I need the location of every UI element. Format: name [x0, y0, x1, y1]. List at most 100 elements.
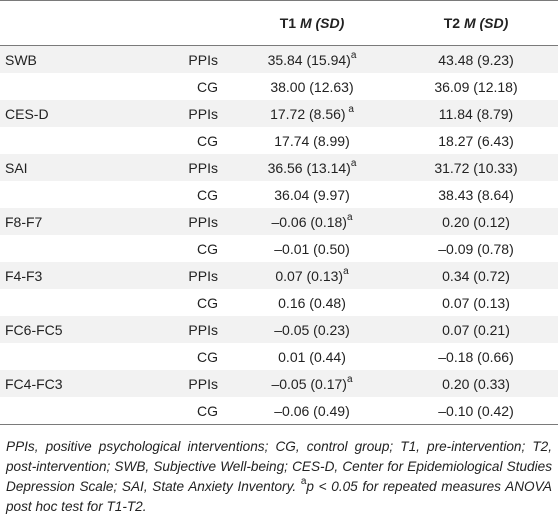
t2-value: 0.34 (0.72): [442, 267, 510, 284]
header-t1: T1 M (SD): [230, 0, 394, 46]
header-t1-prefix: T1: [279, 15, 297, 31]
t1-cell: –0.05 (0.17)a: [230, 370, 394, 397]
t1-cell: 17.72 (8.56) a: [230, 100, 394, 127]
t1-significance-marker: a: [346, 211, 353, 223]
t1-value: –0.06 (0.49): [274, 402, 350, 419]
group-cell: CG: [140, 73, 230, 100]
footnote-text: PPIs, positive psychological interventio…: [6, 439, 552, 494]
header-t2-stat: M (SD): [463, 15, 509, 31]
table-row: CG –0.01 (0.50) –0.09 (0.78): [0, 235, 558, 262]
t2-value: 0.20 (0.33): [442, 375, 510, 392]
header-t2-prefix: T2: [443, 15, 461, 31]
table-row: CG 17.74 (8.99) 18.27 (6.43): [0, 127, 558, 154]
t1-significance-marker: a: [343, 265, 349, 277]
table-row: FC6-FC5 PPIs –0.05 (0.23) 0.07 (0.21): [0, 316, 558, 343]
t2-value: –0.18 (0.66): [438, 348, 514, 365]
t1-cell: –0.05 (0.23): [230, 316, 394, 343]
t2-cell: –0.10 (0.42): [394, 397, 558, 425]
footnote-significance: p < 0.05 for repeated measures ANOVA pos…: [6, 479, 552, 514]
t1-value: 36.04 (9.97): [274, 186, 350, 203]
header-t1-stat: M (SD): [299, 15, 345, 31]
t2-cell: 31.72 (10.33): [394, 154, 558, 181]
t1-cell: 35.84 (15.94)a: [230, 45, 394, 73]
group-cell: PPIs: [140, 154, 230, 181]
t1-cell: 38.00 (12.63): [230, 73, 394, 100]
group-cell: PPIs: [140, 316, 230, 343]
table-row: CES-D PPIs 17.72 (8.56) a 11.84 (8.79): [0, 100, 558, 127]
group-cell: CG: [140, 343, 230, 370]
t2-cell: 43.48 (9.23): [394, 45, 558, 73]
table-footnote: PPIs, positive psychological interventio…: [0, 425, 558, 517]
group-cell: PPIs: [140, 100, 230, 127]
variable-cell: FC6-FC5: [0, 316, 140, 343]
variable-cell: FC4-FC3: [0, 370, 140, 397]
t1-value: 38.00 (12.63): [270, 78, 354, 95]
t2-cell: 0.20 (0.12): [394, 208, 558, 235]
t2-cell: 18.27 (6.43): [394, 127, 558, 154]
group-cell: PPIs: [140, 370, 230, 397]
t2-value: 18.27 (6.43): [438, 132, 514, 149]
variable-cell: SAI: [0, 154, 140, 181]
header-t2: T2 M (SD): [394, 0, 558, 46]
t1-value: 0.07 (0.13): [275, 267, 344, 284]
group-cell: CG: [140, 397, 230, 425]
variable-cell: [0, 343, 140, 370]
variable-cell: [0, 181, 140, 208]
t2-value: 31.72 (10.33): [434, 159, 518, 176]
t2-value: 0.07 (0.21): [442, 321, 510, 338]
t2-cell: 0.20 (0.33): [394, 370, 558, 397]
t1-cell: –0.06 (0.18)a: [230, 208, 394, 235]
t1-significance-marker: a: [350, 157, 357, 169]
t1-value: 36.56 (13.14): [267, 159, 351, 176]
t1-cell: 0.01 (0.44): [230, 343, 394, 370]
group-cell: CG: [140, 235, 230, 262]
table-header: T1 M (SD) T2 M (SD): [0, 0, 558, 46]
group-cell: PPIs: [140, 208, 230, 235]
t1-significance-marker: a: [346, 373, 353, 385]
t1-value: 0.16 (0.48): [278, 294, 346, 311]
t2-cell: 0.07 (0.13): [394, 289, 558, 316]
table-row: SWB PPIs 35.84 (15.94)a 43.48 (9.23): [0, 45, 558, 73]
group-cell: CG: [140, 127, 230, 154]
variable-cell: [0, 127, 140, 154]
t2-cell: –0.18 (0.66): [394, 343, 558, 370]
t1-cell: 0.07 (0.13)a: [230, 262, 394, 289]
t2-value: 38.43 (8.64): [438, 186, 514, 203]
variable-cell: [0, 289, 140, 316]
t1-cell: 36.56 (13.14)a: [230, 154, 394, 181]
t2-cell: 11.84 (8.79): [394, 100, 558, 127]
t1-cell: –0.01 (0.50): [230, 235, 394, 262]
table-row: F4-F3 PPIs 0.07 (0.13)a 0.34 (0.72): [0, 262, 558, 289]
t2-value: 36.09 (12.18): [434, 78, 518, 95]
group-cell: CG: [140, 289, 230, 316]
t1-cell: 0.16 (0.48): [230, 289, 394, 316]
table-row: CG 36.04 (9.97) 38.43 (8.64): [0, 181, 558, 208]
variable-cell: [0, 235, 140, 262]
t2-cell: 0.07 (0.21): [394, 316, 558, 343]
header-variable: [0, 0, 140, 46]
t2-value: –0.09 (0.78): [438, 240, 514, 257]
t2-value: 0.20 (0.12): [442, 213, 510, 230]
t1-value: 17.74 (8.99): [274, 132, 350, 149]
t1-value: 35.84 (15.94): [267, 51, 351, 68]
variable-cell: [0, 397, 140, 425]
variable-cell: SWB: [0, 45, 140, 73]
t1-value: –0.06 (0.18): [271, 213, 347, 230]
table-row: CG 0.16 (0.48) 0.07 (0.13): [0, 289, 558, 316]
variable-cell: CES-D: [0, 100, 140, 127]
t1-significance-marker: a: [345, 103, 354, 115]
t1-value: –0.01 (0.50): [274, 240, 350, 257]
t1-value: 0.01 (0.44): [278, 348, 346, 365]
t2-value: 11.84 (8.79): [438, 105, 514, 122]
t2-cell: 36.09 (12.18): [394, 73, 558, 100]
table-body: SWB PPIs 35.84 (15.94)a 43.48 (9.23) CG 38.00…: [0, 45, 558, 425]
table-row: CG 38.00 (12.63) 36.09 (12.18): [0, 73, 558, 100]
t2-value: 0.07 (0.13): [442, 294, 510, 311]
table-row: F8-F7 PPIs –0.06 (0.18)a 0.20 (0.12): [0, 208, 558, 235]
t2-cell: –0.09 (0.78): [394, 235, 558, 262]
results-table: T1 M (SD) T2 M (SD) SWB PPIs 35.84 (15.94)…: [0, 0, 558, 425]
t1-value: –0.05 (0.17): [271, 375, 347, 392]
t2-cell: 38.43 (8.64): [394, 181, 558, 208]
t2-value: –0.10 (0.42): [438, 402, 514, 419]
